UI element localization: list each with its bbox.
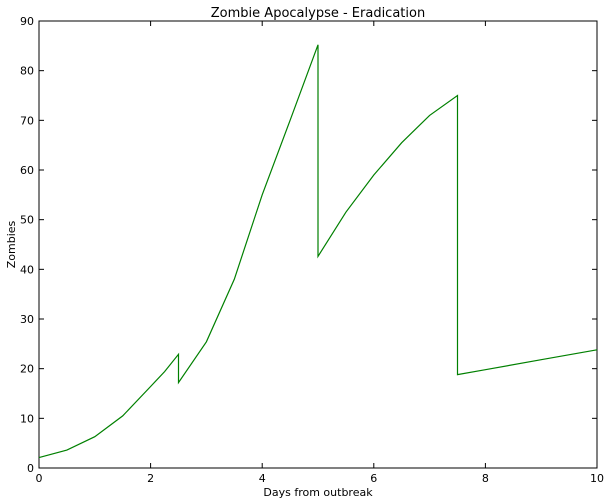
series-layer	[38, 44, 598, 459]
ticks-layer: 0 2 4 6 8 10 0 10 20 30 40 50 60 70 80 90	[20, 15, 604, 485]
y-tick-label: 30	[20, 313, 34, 326]
y-tick-label: 10	[20, 412, 34, 425]
y-tick-label: 0	[27, 462, 34, 475]
x-tick-label: 4	[259, 472, 266, 485]
series-line-zombies	[38, 44, 598, 459]
y-tick-label: 50	[20, 214, 34, 227]
y-tick-label: 90	[20, 15, 34, 28]
x-tick-label: 2	[147, 472, 154, 485]
y-tick-label: 60	[20, 164, 34, 177]
y-tick-label: 40	[20, 263, 34, 276]
x-tick-label: 6	[370, 472, 377, 485]
y-tick-label: 20	[20, 363, 34, 376]
chart-title: Zombie Apocalypse - Eradication	[211, 6, 425, 21]
plot-frame	[38, 20, 598, 469]
x-tick-label: 0	[36, 472, 43, 485]
y-tick-label: 70	[20, 114, 34, 127]
x-tick-label: 10	[590, 472, 604, 485]
x-tick-label: 8	[482, 472, 489, 485]
y-tick-label: 80	[20, 65, 34, 78]
x-axis-title: Days from outbreak	[263, 486, 373, 499]
y-axis-title: Zombies	[5, 220, 18, 268]
